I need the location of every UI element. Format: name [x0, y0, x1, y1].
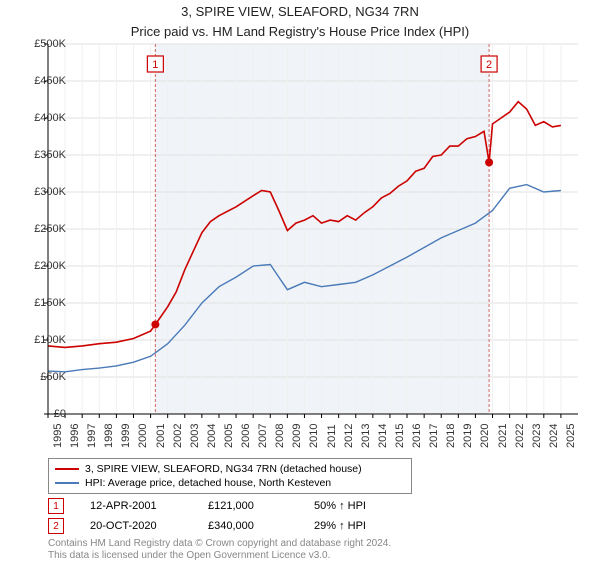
x-tick-label: 2004 [206, 424, 218, 448]
legend-swatch [55, 468, 79, 470]
sale-date: 20-OCT-2020 [90, 520, 182, 532]
x-tick-label: 2005 [223, 424, 235, 448]
x-tick-label: 2006 [240, 424, 252, 448]
y-tick-label: £300K [34, 186, 66, 198]
x-tick-label: 1996 [69, 424, 81, 448]
sale-marker-num: 2 [53, 521, 59, 532]
x-tick-label: 1999 [120, 424, 132, 448]
y-tick-label: £400K [34, 112, 66, 124]
title-address: 3, SPIRE VIEW, SLEAFORD, NG34 7RN [0, 4, 600, 20]
x-tick-label: 1998 [103, 424, 115, 448]
legend-item-subject: 3, SPIRE VIEW, SLEAFORD, NG34 7RN (detac… [55, 462, 405, 476]
x-tick-label: 2007 [257, 424, 269, 448]
legend-label: HPI: Average price, detached house, Nort… [85, 477, 331, 489]
x-tick-label: 1997 [86, 424, 98, 448]
legend-item-hpi: HPI: Average price, detached house, Nort… [55, 476, 405, 490]
y-tick-label: £500K [34, 38, 66, 50]
x-tick-label: 2008 [274, 424, 286, 448]
sale-marker-icon: 2 [48, 518, 64, 534]
x-tick-label: 2020 [479, 424, 491, 448]
x-tick-label: 2023 [531, 424, 543, 448]
sale-price: £340,000 [208, 520, 288, 532]
sale-marker-icon: 1 [48, 498, 64, 514]
y-tick-label: £200K [34, 260, 66, 272]
title-sub: Price paid vs. HM Land Registry's House … [0, 24, 600, 40]
y-tick-label: £250K [34, 223, 66, 235]
x-tick-label: 2002 [172, 424, 184, 448]
x-tick-label: 2022 [514, 424, 526, 448]
y-tick-label: £50K [40, 371, 66, 383]
x-tick-label: 2014 [377, 424, 389, 448]
x-tick-label: 2003 [189, 424, 201, 448]
x-tick-label: 2017 [428, 424, 440, 448]
sale-marker-num: 1 [53, 501, 59, 512]
x-tick-label: 2024 [548, 424, 560, 448]
chart-svg: 12 [48, 44, 578, 414]
x-tick-label: 2025 [565, 424, 577, 448]
x-tick-label: 2010 [308, 424, 320, 448]
legend-label: 3, SPIRE VIEW, SLEAFORD, NG34 7RN (detac… [85, 463, 362, 475]
sale-pct: 50% ↑ HPI [314, 500, 366, 512]
y-tick-label: £0 [54, 408, 66, 420]
x-tick-label: 1995 [52, 424, 64, 448]
sale-date: 12-APR-2001 [90, 500, 182, 512]
x-tick-label: 2011 [326, 424, 338, 448]
footer-attribution: Contains HM Land Registry data © Crown c… [48, 538, 391, 561]
y-tick-label: £450K [34, 75, 66, 87]
y-tick-label: £350K [34, 149, 66, 161]
y-tick-label: £100K [34, 334, 66, 346]
sale-row: 2 20-OCT-2020 £340,000 29% ↑ HPI [48, 518, 568, 534]
svg-text:2: 2 [486, 59, 492, 71]
chart-plot-area: 12 [48, 44, 578, 414]
x-tick-label: 2021 [497, 424, 509, 448]
legend-swatch [55, 482, 79, 484]
x-tick-label: 2009 [291, 424, 303, 448]
y-tick-label: £150K [34, 297, 66, 309]
chart-container: 3, SPIRE VIEW, SLEAFORD, NG34 7RN Price … [0, 4, 600, 564]
x-tick-label: 2001 [155, 424, 167, 448]
sale-records: 1 12-APR-2001 £121,000 50% ↑ HPI 2 20-OC… [48, 498, 568, 538]
x-tick-label: 2016 [411, 424, 423, 448]
x-tick-label: 2000 [137, 424, 149, 448]
footer-line: This data is licensed under the Open Gov… [48, 550, 391, 562]
x-tick-label: 2018 [445, 424, 457, 448]
legend: 3, SPIRE VIEW, SLEAFORD, NG34 7RN (detac… [48, 458, 412, 494]
x-tick-label: 2019 [462, 424, 474, 448]
sale-pct: 29% ↑ HPI [314, 520, 366, 532]
sale-price: £121,000 [208, 500, 288, 512]
x-tick-label: 2013 [360, 424, 372, 448]
svg-text:1: 1 [152, 59, 158, 71]
x-tick-label: 2012 [343, 424, 355, 448]
sale-row: 1 12-APR-2001 £121,000 50% ↑ HPI [48, 498, 568, 514]
x-tick-label: 2015 [394, 424, 406, 448]
footer-line: Contains HM Land Registry data © Crown c… [48, 538, 391, 550]
